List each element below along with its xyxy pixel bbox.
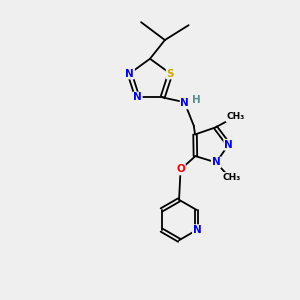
Text: O: O bbox=[176, 164, 185, 175]
Text: N: N bbox=[181, 98, 189, 108]
Text: CH₃: CH₃ bbox=[223, 173, 241, 182]
Text: N: N bbox=[133, 92, 142, 103]
Text: CH₃: CH₃ bbox=[226, 112, 244, 122]
Text: N: N bbox=[193, 225, 202, 235]
Text: H: H bbox=[192, 95, 200, 105]
Text: S: S bbox=[167, 68, 174, 79]
Text: N: N bbox=[224, 140, 233, 150]
Text: N: N bbox=[212, 158, 220, 167]
Text: N: N bbox=[125, 68, 134, 79]
